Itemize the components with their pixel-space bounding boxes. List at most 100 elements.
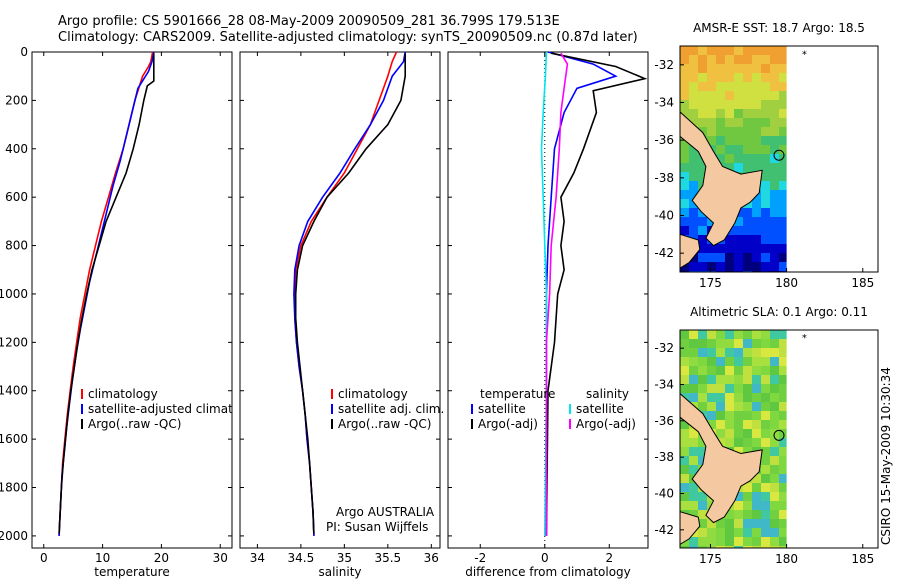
map-cell [752, 528, 761, 537]
map-cell [689, 465, 698, 474]
map-cell [698, 64, 707, 73]
map-cell [698, 330, 707, 339]
map-cell [689, 546, 698, 548]
map-cell [698, 384, 707, 393]
map-cell [716, 46, 725, 55]
map-star-marker-amsr_sst: * [802, 49, 807, 60]
map-cell [743, 357, 752, 366]
map-cell [743, 447, 752, 456]
map-cell [752, 339, 761, 348]
legend-title-temperature: temperature [480, 387, 555, 401]
map-cell [698, 519, 707, 528]
map-cell [707, 357, 716, 366]
map-cell [680, 375, 689, 384]
map-cell [725, 91, 734, 100]
map-cell [698, 55, 707, 64]
map-cell [752, 145, 761, 154]
map-cell [770, 330, 779, 339]
map-cell [716, 73, 725, 82]
map-cell [725, 402, 734, 411]
map-cell [770, 109, 779, 118]
map-cell [734, 366, 743, 375]
map-cell [779, 145, 787, 154]
map-cell [725, 528, 734, 537]
map-cell [761, 393, 770, 402]
legend-label-salinity: Argo(-adj) [576, 417, 636, 431]
map-cell [716, 393, 725, 402]
map-cell [716, 64, 725, 73]
map-cell [779, 100, 787, 109]
map-cell [770, 163, 779, 172]
map-cell [707, 375, 716, 384]
map-cell [689, 492, 698, 501]
map-cell [743, 226, 752, 235]
map-cell [698, 339, 707, 348]
map-cell [779, 429, 787, 438]
map-y-tick-label-amsr_sst: -38 [654, 171, 674, 185]
map-cell [761, 348, 770, 357]
map-cell [707, 546, 716, 548]
map-cell [680, 100, 689, 109]
x-tick-label-temperature: 30 [213, 551, 228, 565]
map-cell [779, 262, 787, 271]
map-title-amsr_sst: AMSR-E SST: 18.7 Argo: 18.5 [693, 21, 865, 35]
map-cell [680, 163, 689, 172]
map-cell [680, 109, 689, 118]
map-cell [707, 366, 716, 375]
map-cell [770, 190, 779, 199]
map-cell [734, 127, 743, 136]
map-cell [761, 190, 770, 199]
map-cell [734, 55, 743, 64]
map-cell [770, 136, 779, 145]
map-cell [752, 384, 761, 393]
map-cell [743, 384, 752, 393]
map-cell [725, 537, 734, 546]
y-tick-label: 600 [5, 190, 28, 204]
x-tick-label-salinity: 35.5 [374, 551, 401, 565]
map-cell [725, 100, 734, 109]
x-tick-label-temperature: 0 [40, 551, 48, 565]
map-cell [770, 420, 779, 429]
map-cell [779, 46, 787, 55]
map-star-marker-altimetric_sla: * [802, 333, 807, 344]
map-cell [743, 145, 752, 154]
map-cell [689, 384, 698, 393]
map-cell [761, 46, 770, 55]
map-y-tick-label-amsr_sst: -42 [654, 246, 674, 260]
figure-title-line2: Climatology: CARS2009. Satellite-adjuste… [58, 30, 638, 45]
map-cell [725, 154, 734, 163]
map-cell [707, 118, 716, 127]
map-cell [779, 339, 787, 348]
map-cell [761, 73, 770, 82]
map-cell [725, 244, 734, 253]
map-x-tick-label-altimetric_sla: 180 [775, 552, 798, 566]
y-tick-label: 1000 [0, 287, 28, 301]
map-cell [752, 136, 761, 145]
land-north-island-amsr_sst [679, 110, 763, 247]
map-cell [698, 172, 707, 181]
map-cell [734, 492, 743, 501]
map-cell [698, 253, 707, 262]
map-cell [698, 510, 707, 519]
map-cell [761, 82, 770, 91]
map-cell [779, 118, 787, 127]
map-cell [770, 226, 779, 235]
map-cell [770, 145, 779, 154]
panel-frame-difference [447, 51, 649, 549]
map-cell [752, 474, 761, 483]
map-cell [734, 537, 743, 546]
x-tick-label-salinity: 36 [424, 551, 439, 565]
map-cell [779, 199, 787, 208]
map-cell [770, 118, 779, 127]
map-cell [734, 519, 743, 528]
map-cell [752, 46, 761, 55]
map-cell [680, 199, 689, 208]
map-cell [779, 375, 787, 384]
map-cell [698, 402, 707, 411]
map-cell [689, 46, 698, 55]
map-cell [734, 501, 743, 510]
map-cell [761, 483, 770, 492]
map-cell [770, 465, 779, 474]
map-cell [680, 429, 689, 438]
map-cell [725, 330, 734, 339]
